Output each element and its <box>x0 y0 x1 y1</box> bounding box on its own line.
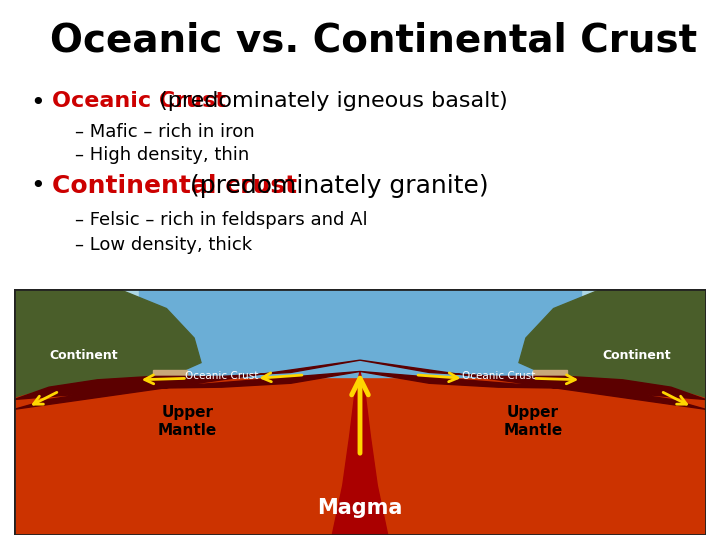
Text: Continental crust: Continental crust <box>52 174 297 198</box>
Text: – Mafic – rich in iron: – Mafic – rich in iron <box>75 123 255 141</box>
Bar <box>14 377 706 535</box>
Polygon shape <box>139 289 581 377</box>
Text: (predominately igneous basalt): (predominately igneous basalt) <box>152 91 508 111</box>
Text: – Low density, thick: – Low density, thick <box>75 236 252 254</box>
Polygon shape <box>360 360 706 409</box>
Text: Magma: Magma <box>318 497 402 517</box>
Text: •: • <box>30 174 45 198</box>
Polygon shape <box>333 372 387 535</box>
Text: •: • <box>30 91 45 115</box>
Polygon shape <box>153 370 187 376</box>
Text: Upper
Mantle: Upper Mantle <box>503 406 562 438</box>
Polygon shape <box>519 289 706 411</box>
Text: (predominately granite): (predominately granite) <box>182 174 489 198</box>
Text: Oceanic Crust: Oceanic Crust <box>462 372 535 381</box>
Text: Continent: Continent <box>603 349 671 362</box>
Text: Oceanic Crust: Oceanic Crust <box>185 372 258 381</box>
Text: Oceanic Crust: Oceanic Crust <box>52 91 226 111</box>
Polygon shape <box>14 360 360 409</box>
Text: Upper
Mantle: Upper Mantle <box>158 406 217 438</box>
Polygon shape <box>533 370 567 376</box>
Text: – High density, thin: – High density, thin <box>75 146 249 164</box>
Text: Oceanic vs. Continental Crust: Oceanic vs. Continental Crust <box>50 21 697 59</box>
Text: Continent: Continent <box>49 349 117 362</box>
Polygon shape <box>14 289 201 411</box>
Text: – Felsic – rich in feldspars and Al: – Felsic – rich in feldspars and Al <box>75 211 368 229</box>
